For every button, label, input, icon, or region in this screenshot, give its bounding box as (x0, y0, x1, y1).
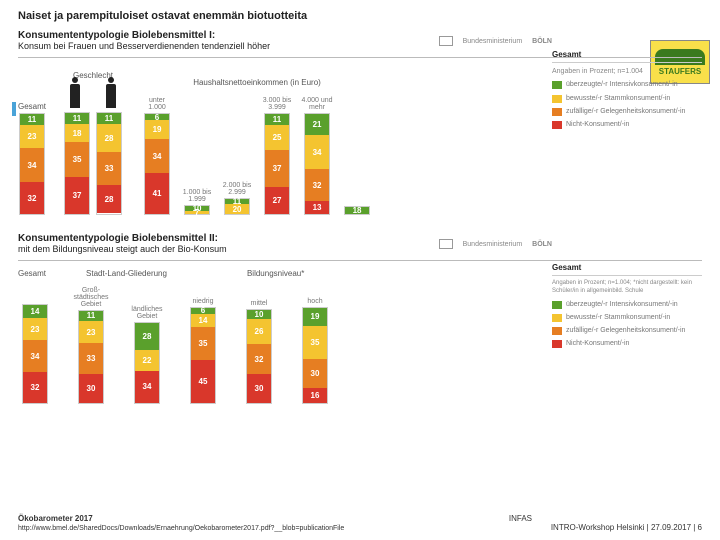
bar-segment: 10 (247, 310, 271, 320)
panel2-legend: Gesamt Angaben in Prozent; n=1.004; *nic… (552, 263, 702, 352)
bar-segment: 26 (247, 319, 271, 344)
bar-segment: 19 (303, 308, 327, 326)
panel1-heading: Konsumententypologie Biolebensmittel I: (18, 30, 702, 41)
bar-segment: 11 (97, 113, 121, 124)
bar-segment: 34 (23, 340, 47, 372)
bar-segment: 30 (247, 374, 271, 403)
bar-segment: 28 (97, 185, 121, 213)
bar-segment: 16 (303, 388, 327, 403)
bar-segment: 32 (23, 372, 47, 402)
bar-segment: 23 (20, 125, 44, 148)
bar-segment: 22 (135, 350, 159, 371)
infas-label: INFAS (509, 514, 532, 525)
bar-segment: 32 (247, 344, 271, 374)
bar-segment: 18 (345, 207, 369, 214)
bar-segment: 45 (191, 360, 215, 403)
bar-segment: 14 (191, 314, 215, 327)
bar-segment: 34 (145, 139, 169, 173)
bar-segment: 27 (265, 187, 289, 214)
bar-segment: 35 (65, 142, 89, 177)
bar-segment: 37 (265, 150, 289, 187)
bar-segment: 23 (79, 321, 103, 343)
bar-segment: 23 (23, 318, 47, 340)
header-logos-2: BundesministeriumBÖLN (439, 239, 552, 249)
bar-segment: 14 (23, 305, 47, 318)
bar-segment: 35 (191, 327, 215, 360)
blue-marker (12, 102, 16, 116)
bar-segment: 28 (135, 323, 159, 350)
footer-right: INTRO-Workshop Helsinki | 27.09.2017 | 6 (551, 523, 702, 532)
bar-segment: 33 (97, 152, 121, 185)
female-icon (106, 84, 116, 108)
bar-segment: 34 (20, 148, 44, 182)
bar-segment: 32 (20, 182, 44, 214)
bar-segment: 11 (79, 311, 103, 321)
bar-segment: 11 (20, 114, 44, 125)
bar-segment: 34 (135, 371, 159, 403)
bar-segment: 11 (265, 114, 289, 125)
bar-segment: 11 (65, 113, 89, 124)
bar-segment: 18 (65, 124, 89, 142)
bar-segment: 30 (303, 359, 327, 388)
bar-segment: 21 (305, 114, 329, 135)
bar-segment: 32 (305, 169, 329, 201)
panel2-heading: Konsumententypologie Biolebensmittel II: (18, 233, 702, 244)
panel1-legend: Gesamt Angaben in Prozent; n=1.004 überz… (552, 50, 702, 133)
bar-segment: 30 (79, 374, 103, 403)
source-label: Ökobarometer 2017 (18, 514, 93, 523)
footer: Ökobarometer 2017 INFAS http://www.bmel.… (18, 514, 702, 532)
panel-2: BundesministeriumBÖLN Konsumententypolog… (18, 233, 702, 404)
page-title: Naiset ja parempituloiset ostavat enemmä… (18, 10, 702, 22)
bar-segment: 41 (145, 173, 169, 214)
bar-segment: 25 (265, 125, 289, 150)
header-logos-1: BundesministeriumBÖLN (439, 36, 552, 46)
bar-segment: 34 (305, 135, 329, 169)
bar-segment: 13 (305, 201, 329, 214)
bar-segment: 35 (303, 326, 327, 359)
bar-segment: 19 (145, 120, 169, 139)
panel-1: BundesministeriumBÖLN Konsumententypolog… (18, 30, 702, 215)
bar-segment: 37 (65, 177, 89, 214)
panel2-sub: mit dem Bildungsniveau steigt auch der B… (18, 244, 702, 254)
bar-segment: 7 (185, 211, 209, 215)
male-icon (70, 84, 80, 108)
bar-segment: 20 (225, 204, 249, 214)
bar-segment: 28 (97, 124, 121, 152)
bar-segment: 33 (79, 343, 103, 374)
